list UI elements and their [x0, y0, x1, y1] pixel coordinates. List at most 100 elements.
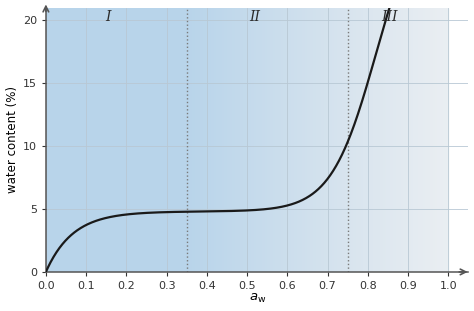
Bar	[396, 8, 398, 272]
Bar	[353, 8, 355, 272]
Bar	[351, 8, 353, 272]
Bar	[425, 8, 427, 272]
Text: III: III	[382, 11, 398, 25]
Bar	[318, 8, 321, 272]
Bar	[230, 8, 232, 272]
Bar	[214, 8, 216, 272]
Bar	[256, 8, 259, 272]
Bar	[305, 8, 308, 272]
Bar	[408, 8, 410, 272]
Bar	[308, 8, 310, 272]
Bar	[427, 8, 428, 272]
Bar	[374, 8, 376, 272]
Bar	[286, 8, 289, 272]
Bar	[403, 8, 405, 272]
Bar	[349, 8, 351, 272]
X-axis label: $a_{\mathrm{w}}$: $a_{\mathrm{w}}$	[248, 292, 266, 305]
Bar	[203, 8, 206, 272]
Bar	[442, 8, 443, 272]
Bar	[395, 8, 396, 272]
Bar	[192, 8, 195, 272]
Bar	[211, 8, 214, 272]
Text: II: II	[250, 11, 261, 25]
Bar	[232, 8, 235, 272]
Bar	[381, 8, 383, 272]
Bar	[46, 8, 187, 272]
Bar	[316, 8, 318, 272]
Bar	[445, 8, 447, 272]
Bar	[378, 8, 380, 272]
Bar	[216, 8, 219, 272]
Bar	[366, 8, 368, 272]
Bar	[237, 8, 240, 272]
Bar	[278, 8, 281, 272]
Bar	[240, 8, 243, 272]
Bar	[248, 8, 251, 272]
Bar	[420, 8, 421, 272]
Bar	[329, 8, 332, 272]
Bar	[227, 8, 230, 272]
Bar	[300, 8, 302, 272]
Bar	[324, 8, 326, 272]
Bar	[281, 8, 283, 272]
Bar	[370, 8, 371, 272]
Bar	[292, 8, 294, 272]
Bar	[398, 8, 400, 272]
Bar	[289, 8, 292, 272]
Bar	[310, 8, 313, 272]
Bar	[359, 8, 361, 272]
Bar	[190, 8, 192, 272]
Bar	[376, 8, 378, 272]
Bar	[198, 8, 200, 272]
Bar	[373, 8, 374, 272]
Bar	[262, 8, 264, 272]
Y-axis label: water content (%): water content (%)	[6, 86, 18, 193]
Bar	[297, 8, 300, 272]
Bar	[406, 8, 408, 272]
Bar	[334, 8, 337, 272]
Bar	[388, 8, 390, 272]
Bar	[393, 8, 395, 272]
Bar	[342, 8, 345, 272]
Bar	[400, 8, 401, 272]
Bar	[384, 8, 386, 272]
Bar	[337, 8, 340, 272]
Bar	[390, 8, 392, 272]
Bar	[430, 8, 431, 272]
Bar	[206, 8, 208, 272]
Bar	[251, 8, 254, 272]
Bar	[348, 8, 349, 272]
Bar	[431, 8, 433, 272]
Bar	[267, 8, 270, 272]
Bar	[361, 8, 363, 272]
Bar	[273, 8, 275, 272]
Bar	[340, 8, 342, 272]
Bar	[365, 8, 366, 272]
Bar	[332, 8, 334, 272]
Bar	[259, 8, 262, 272]
Bar	[283, 8, 286, 272]
Bar	[326, 8, 329, 272]
Bar	[418, 8, 420, 272]
Bar	[401, 8, 403, 272]
Bar	[254, 8, 256, 272]
Bar	[428, 8, 430, 272]
Bar	[302, 8, 305, 272]
Bar	[413, 8, 415, 272]
Bar	[345, 8, 348, 272]
Bar	[440, 8, 442, 272]
Bar	[411, 8, 413, 272]
Bar	[264, 8, 267, 272]
Bar	[386, 8, 388, 272]
Bar	[438, 8, 440, 272]
Bar	[246, 8, 248, 272]
Bar	[405, 8, 406, 272]
Bar	[235, 8, 237, 272]
Bar	[275, 8, 278, 272]
Bar	[423, 8, 425, 272]
Bar	[392, 8, 393, 272]
Bar	[433, 8, 435, 272]
Bar	[358, 8, 359, 272]
Bar	[443, 8, 445, 272]
Bar	[363, 8, 365, 272]
